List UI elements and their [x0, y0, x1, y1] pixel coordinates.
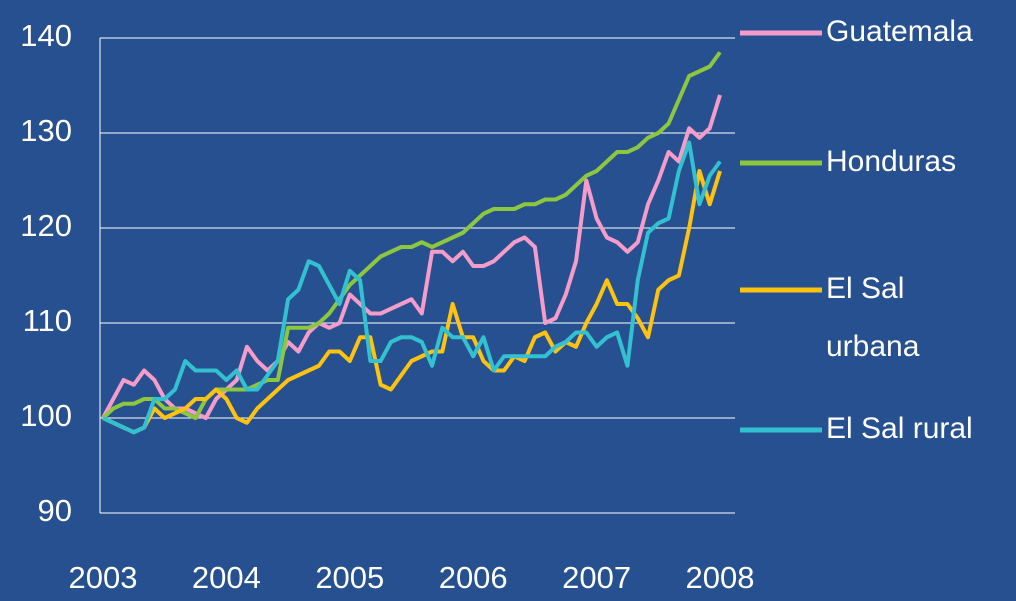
y-tick-label: 140 — [20, 18, 72, 53]
x-tick-label: 2007 — [562, 560, 631, 595]
y-tick-label: 120 — [20, 208, 72, 243]
legend-label: Guatemala — [826, 15, 973, 48]
legend-label: El Sal rural — [826, 412, 973, 445]
series-line — [102, 169, 722, 435]
y-tick-label: 110 — [23, 303, 72, 338]
x-tick-label: 2005 — [315, 560, 384, 595]
y-tick-label: 130 — [20, 113, 72, 148]
legend-label: El Sal urbana — [826, 272, 920, 363]
x-tick-label: 2003 — [69, 560, 138, 595]
legend-label: Honduras — [826, 145, 957, 178]
series-line — [102, 140, 722, 435]
x-tick-label: 2006 — [439, 560, 508, 595]
x-tick-label: 2004 — [192, 560, 261, 595]
series-line — [101, 94, 722, 420]
x-tick-label: 2008 — [686, 560, 755, 595]
y-tick-label: 90 — [38, 493, 72, 528]
y-tick-label: 100 — [20, 398, 72, 433]
